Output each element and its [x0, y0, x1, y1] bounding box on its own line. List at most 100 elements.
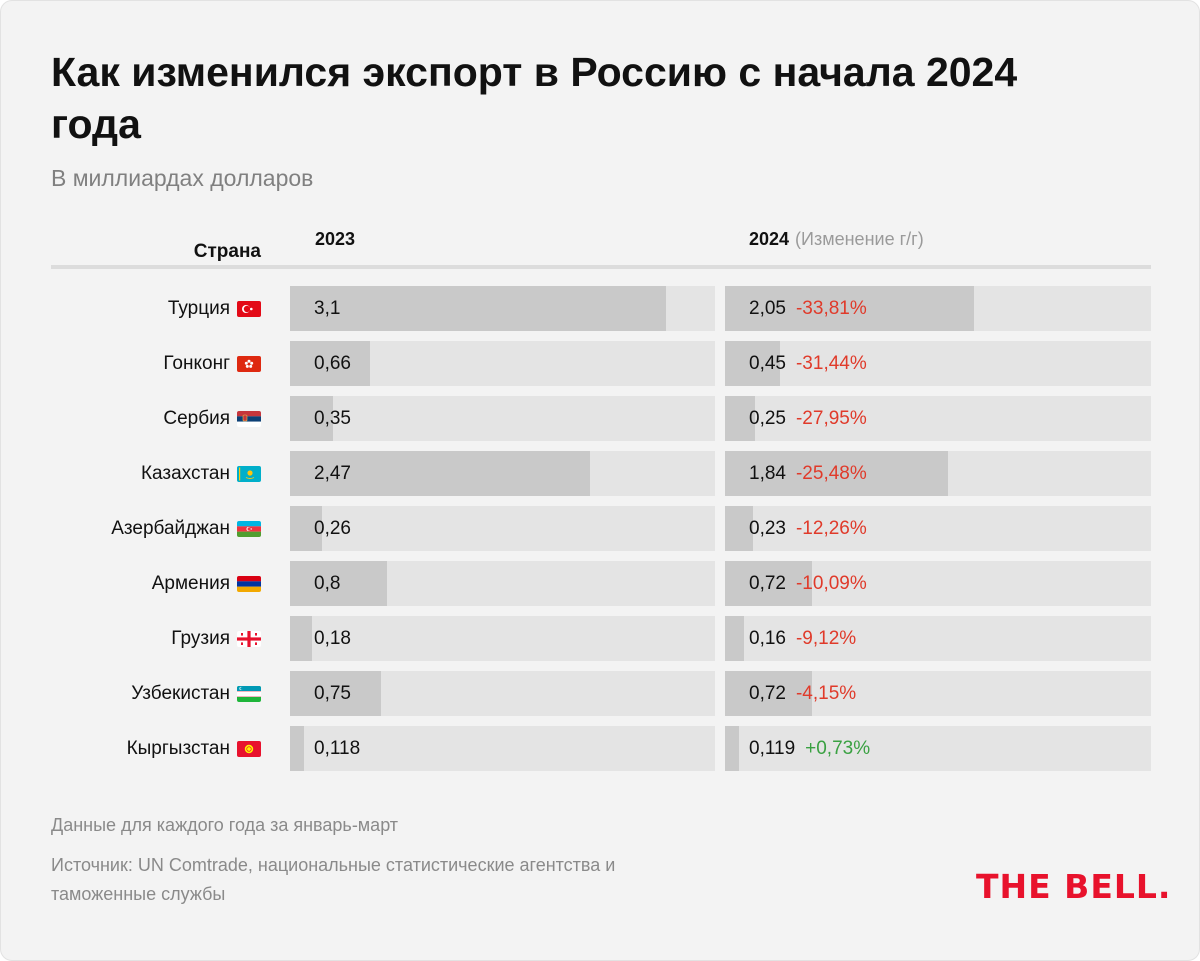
serbia-flag-icon — [237, 410, 261, 427]
bar-2023 — [290, 341, 371, 386]
chart-subtitle: В миллиардах долларов — [51, 165, 314, 191]
table-row: Грузия 0,18 0,16 -9,12% — [1, 616, 1199, 661]
the-bell-logo: THE BELL. — [976, 867, 1172, 906]
value-2024: 0,25 — [749, 408, 786, 429]
table-row: Азербайджан 0,26 0,23 -12,26% — [1, 506, 1199, 551]
yoy-change-label: -10,09% — [795, 573, 867, 594]
turkey-flag-icon — [237, 300, 261, 317]
bar-track-2023: 0,118 — [290, 726, 715, 771]
bar-track-2024: 0,72 -10,09% — [725, 561, 1151, 606]
country-label: Турция — [41, 286, 261, 331]
armenia-flag-icon — [237, 575, 261, 592]
azerbaijan-flag-icon — [237, 520, 261, 537]
value-label-2024: 0,72 -4,15% — [749, 671, 856, 716]
country-label: Узбекистан — [41, 671, 261, 716]
value-label-2024: 0,23 -12,26% — [749, 506, 867, 551]
value-label-2024: 2,05 -33,81% — [749, 286, 867, 331]
country-label: Грузия — [41, 616, 261, 661]
value-label-2024: 1,84 -25,48% — [749, 451, 867, 496]
bar-track-2023: 0,75 — [290, 671, 715, 716]
bar-2024 — [725, 341, 780, 386]
chart-title: Как изменился экспорт в Россию с начала … — [51, 49, 1018, 147]
column-header-2024-label: 2024 — [749, 229, 790, 249]
country-name: Азербайджан — [111, 517, 230, 539]
bar-2023 — [290, 561, 388, 606]
bar-2023 — [290, 506, 322, 551]
value-label-2023: 0,26 — [314, 518, 351, 539]
country-name: Кыргызстан — [126, 737, 230, 759]
bar-2023 — [290, 616, 312, 661]
column-header-2024-note: (Изменение г/г) — [795, 229, 924, 249]
bar-2024 — [725, 286, 974, 331]
table-row: Армения 0,8 0,72 -10,09% — [1, 561, 1199, 606]
value-2024: 0,16 — [749, 628, 786, 649]
value-label-2023: 3,1 — [314, 298, 341, 319]
bar-track-2024: 0,72 -4,15% — [725, 671, 1151, 716]
value-2024: 0,72 — [749, 573, 786, 594]
column-header-2023: 2023 — [315, 229, 356, 249]
bar-2023 — [290, 451, 590, 496]
bar-track-2024: 0,45 -31,44% — [725, 341, 1151, 386]
bar-track-2023: 0,8 — [290, 561, 715, 606]
country-name: Турция — [167, 297, 230, 319]
yoy-change-label: -25,48% — [795, 463, 867, 484]
country-label: Сербия — [41, 396, 261, 441]
value-label-2023: 0,35 — [314, 408, 351, 429]
value-2024: 0,23 — [749, 518, 786, 539]
bar-track-2023: 0,35 — [290, 396, 715, 441]
country-name: Гонконг — [163, 352, 230, 374]
country-label: Казахстан — [41, 451, 261, 496]
georgia-flag-icon — [237, 630, 261, 647]
bar-2023 — [290, 286, 667, 331]
bar-2023 — [290, 396, 333, 441]
country-label: Азербайджан — [41, 506, 261, 551]
country-name: Казахстан — [140, 462, 230, 484]
bar-2024 — [725, 506, 753, 551]
bar-track-2023: 3,1 — [290, 286, 715, 331]
bar-track-2024: 1,84 -25,48% — [725, 451, 1151, 496]
yoy-change-label: -9,12% — [795, 628, 857, 649]
value-2024: 1,84 — [749, 463, 786, 484]
value-2024: 0,72 — [749, 683, 786, 704]
bar-2024 — [725, 616, 745, 661]
table-row: Гонконг 0,66 0,45 -31,44% — [1, 341, 1199, 386]
bar-track-2023: 0,66 — [290, 341, 715, 386]
source-note: Источник: UN Comtrade, национальные стат… — [51, 855, 616, 904]
value-label-2023: 0,118 — [314, 738, 361, 759]
country-name: Сербия — [163, 407, 230, 429]
value-2024: 2,05 — [749, 298, 786, 319]
bar-track-2024: 0,16 -9,12% — [725, 616, 1151, 661]
yoy-change-label: +0,73% — [805, 738, 871, 759]
table-row: Узбекистан 0,75 0,72 -4,15% — [1, 671, 1199, 716]
yoy-change-label: -4,15% — [795, 683, 857, 704]
country-name: Армения — [151, 572, 230, 594]
country-name: Грузия — [171, 627, 230, 649]
value-label-2023: 0,8 — [314, 573, 341, 594]
column-header-country: Страна — [193, 240, 261, 262]
bar-track-2023: 2,47 — [290, 451, 715, 496]
column-header-2024: 2024 (Изменение г/г) — [749, 229, 924, 250]
table-row: Казахстан 2,47 1,84 -25,48% — [1, 451, 1199, 496]
value-label-2024: 0,25 -27,95% — [749, 396, 867, 441]
value-label-2023: 0,66 — [314, 353, 351, 374]
value-label-2023: 0,18 — [314, 628, 351, 649]
kyrgyzstan-flag-icon — [237, 740, 261, 757]
yoy-change-label: -33,81% — [795, 298, 867, 319]
bar-track-2023: 0,26 — [290, 506, 715, 551]
bar-track-2024: 0,119 +0,73% — [725, 726, 1151, 771]
footnote: Данные для каждого года за январь-март — [51, 815, 399, 835]
value-label-2023: 0,75 — [314, 683, 351, 704]
country-label: Кыргызстан — [41, 726, 261, 771]
value-label-2023: 2,47 — [314, 463, 351, 484]
hong-kong-flag-icon — [237, 355, 261, 372]
country-name: Узбекистан — [131, 682, 230, 704]
table-row: Кыргызстан 0,118 0,119 +0,73% — [1, 726, 1199, 771]
value-label-2024: 0,16 -9,12% — [749, 616, 856, 661]
value-label-2024: 0,72 -10,09% — [749, 561, 867, 606]
value-2024: 0,45 — [749, 353, 786, 374]
bar-2024 — [725, 561, 813, 606]
value-label-2024: 0,119 +0,73% — [749, 726, 870, 771]
bar-track-2023: 0,18 — [290, 616, 715, 661]
